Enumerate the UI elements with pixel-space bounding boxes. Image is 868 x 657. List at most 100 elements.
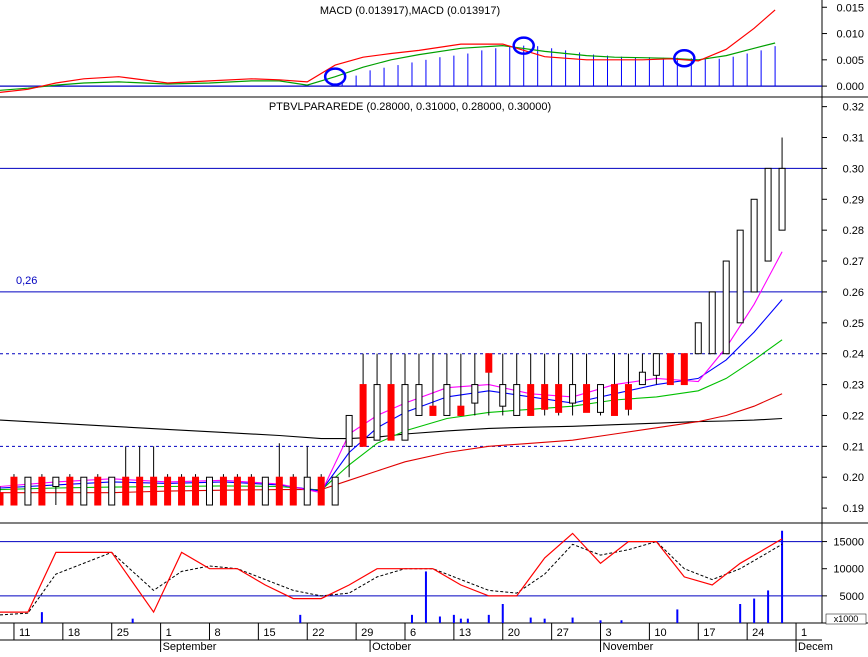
x-tick-label: 13: [459, 627, 471, 639]
candle-body: [331, 476, 339, 506]
candle-body: [178, 476, 186, 506]
candle-body: [10, 476, 18, 506]
y-tick-label: 0.30: [843, 163, 864, 175]
candle-body: [555, 384, 563, 413]
candle-body: [499, 384, 507, 407]
x-tick-label: 20: [508, 627, 520, 639]
moving-average-line: [0, 299, 783, 492]
price-candle: [38, 474, 46, 506]
candle-body: [261, 476, 269, 506]
y-tick-label: 0.22: [843, 410, 864, 422]
candle-body: [666, 353, 674, 386]
macd-signal-line: [0, 9, 776, 93]
price-candle: [443, 353, 451, 416]
x-tick-label: 24: [752, 627, 764, 639]
x-tick-label: 8: [214, 627, 220, 639]
price-candle: [583, 353, 591, 413]
price-candle: [94, 474, 102, 506]
candle-body: [610, 384, 618, 416]
y-tick-label: 0.015: [836, 2, 864, 14]
x-tick-label: 6: [410, 627, 416, 639]
price-candle: [275, 443, 283, 506]
price-candle: [373, 353, 381, 441]
price-candle: [261, 476, 269, 506]
candle-body: [275, 476, 283, 506]
price-candle: [485, 353, 493, 416]
price-candle: [764, 167, 772, 262]
price-candle: [471, 353, 479, 416]
price-candle: [638, 353, 646, 386]
y-tick-label: 0.000: [836, 81, 864, 93]
y-tick-label: 0.005: [836, 55, 864, 67]
candle-body: [52, 476, 60, 487]
candle-body: [680, 353, 688, 386]
price-candle: [80, 476, 88, 506]
candle-body: [373, 384, 381, 441]
price-candle: [722, 260, 730, 355]
price-candle: [597, 384, 605, 416]
candle-body: [624, 384, 632, 410]
candle-body: [694, 322, 702, 355]
moving-average-line: [0, 339, 783, 491]
candle-body: [219, 476, 227, 506]
price-candle: [610, 353, 618, 416]
price-candle: [247, 474, 255, 506]
price-candle: [555, 353, 563, 416]
candle-body: [778, 167, 786, 231]
candle-body: [233, 476, 241, 506]
x-tick-label: 10: [654, 627, 666, 639]
candle-body: [415, 384, 423, 416]
candle-body: [652, 353, 660, 376]
y-tick-label: 0.21: [843, 441, 864, 453]
price-candle: [164, 474, 172, 506]
price-candle: [178, 474, 186, 506]
reference-line-label: 0,26: [16, 275, 37, 287]
candle-body: [527, 384, 535, 416]
y-tick-label: 0.23: [843, 380, 864, 392]
price-candle: [359, 353, 367, 447]
price-candle: [541, 353, 549, 416]
volume-unit-label: x1000: [834, 614, 859, 624]
month-label: September: [163, 641, 217, 652]
price-candle: [150, 446, 158, 506]
y-tick-label: 5000: [840, 591, 864, 603]
y-tick-label: 0.24: [843, 349, 864, 361]
price-candle: [219, 474, 227, 506]
candle-body: [638, 371, 646, 386]
highlight-circle: [323, 67, 347, 86]
y-tick-label: 0.25: [843, 318, 864, 330]
x-tick-label: 29: [361, 627, 373, 639]
price-candle: [401, 353, 409, 441]
macd-title: MACD (0.013917),MACD (0.013917): [320, 5, 500, 17]
candle-body: [0, 492, 4, 506]
candle-body: [443, 384, 451, 416]
candle-body: [541, 384, 549, 410]
price-candle: [429, 353, 437, 416]
y-tick-label: 0.32: [843, 102, 864, 114]
price-candle: [694, 322, 702, 355]
candle-body: [708, 291, 716, 355]
candle-body: [192, 476, 200, 506]
price-candle: [10, 474, 18, 506]
x-tick-label: 1: [166, 627, 172, 639]
candle-body: [317, 476, 325, 506]
unit-label-box: [825, 613, 867, 625]
price-candle: [205, 476, 213, 506]
price-candle: [569, 353, 577, 416]
y-tick-label: 0.31: [843, 133, 864, 145]
candle-body: [485, 353, 493, 373]
moving-average-line: [0, 251, 783, 494]
price-candle: [345, 414, 353, 478]
price-candle: [66, 474, 74, 506]
month-label: October: [372, 641, 411, 652]
candle-body: [66, 476, 74, 506]
price-candle: [736, 229, 744, 324]
candle-body: [401, 384, 409, 441]
candle-body: [80, 476, 88, 506]
price-title: PTBVLPARAREDE (0.28000, 0.31000, 0.28000…: [269, 101, 551, 113]
x-tick-label: 27: [557, 627, 569, 639]
candle-body: [569, 384, 577, 404]
moving-average-line: [0, 417, 783, 440]
